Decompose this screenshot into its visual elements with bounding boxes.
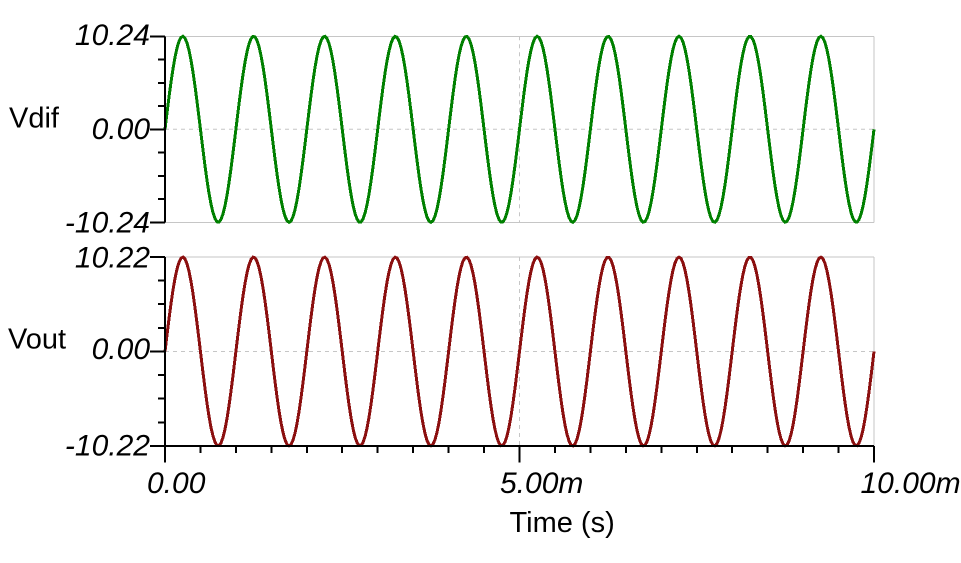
svg-text:0.00: 0.00 [92,113,151,146]
svg-text:10.24: 10.24 [75,19,150,52]
svg-text:10.00m: 10.00m [861,467,961,500]
svg-text:0.00: 0.00 [147,467,206,500]
svg-text:Vout: Vout [8,323,66,355]
svg-text:-10.22: -10.22 [65,429,150,462]
svg-text:0.00: 0.00 [92,333,151,366]
svg-text:10.22: 10.22 [75,242,150,275]
svg-text:Time (s): Time (s) [510,507,615,539]
svg-text:5.00m: 5.00m [500,467,583,500]
svg-text:Vdif: Vdif [9,103,60,135]
svg-text:-10.24: -10.24 [65,207,150,240]
